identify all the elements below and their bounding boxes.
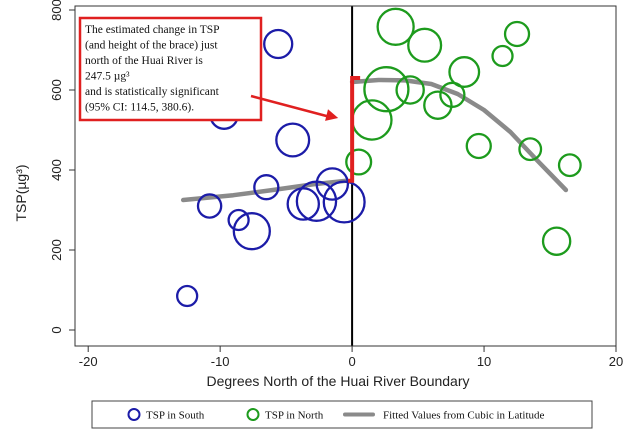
x-tick-label: 10	[477, 354, 491, 369]
y-tick-label: 400	[49, 159, 64, 181]
legend-north-label: TSP in North	[265, 410, 324, 422]
south-point	[322, 180, 366, 224]
annotation-line: (and height of the brace) just	[85, 40, 218, 52]
legend-box	[91, 400, 593, 429]
south-point	[196, 193, 223, 219]
legend-south-marker	[127, 408, 141, 421]
north-point	[407, 27, 443, 63]
annotation-line: (95% CI: 114.5, 380.6).	[85, 102, 194, 114]
annotation-box	[78, 16, 263, 122]
y-tick-label: 600	[49, 79, 64, 101]
south-point	[275, 122, 311, 158]
north-point	[376, 7, 415, 46]
x-tick-label: 20	[609, 354, 623, 369]
annotation-line: The estimated change in TSP	[85, 24, 220, 36]
plot-frame	[74, 5, 617, 347]
y-axis-title: TSP(µg³)	[13, 164, 29, 221]
plot-area	[176, 6, 582, 346]
legend-fitted-label: Fitted Values from Cubic in Latitude	[383, 410, 545, 422]
x-axis-title: Degrees North of the Huai River Boundary	[206, 373, 469, 389]
south-point	[315, 167, 350, 201]
x-tick-label: -20	[79, 354, 98, 369]
north-point	[439, 81, 466, 108]
north-point	[363, 66, 410, 113]
legend-north-marker	[246, 408, 260, 421]
estimate-brace	[348, 76, 361, 183]
annotation-line: and is statistically significant	[85, 86, 220, 98]
north-point	[395, 75, 425, 105]
north-point	[491, 44, 514, 68]
y-tick-label: 200	[49, 239, 64, 261]
north-point	[541, 226, 572, 256]
north-point	[448, 56, 481, 88]
y-tick-label: 0	[49, 326, 64, 333]
north-point	[465, 132, 492, 160]
annotation-line: north of the Huai River is	[85, 55, 203, 67]
legend-south-label: TSP in South	[146, 410, 205, 422]
north-point	[423, 90, 453, 120]
annotation-arrowhead	[325, 109, 339, 121]
annotation-arrow	[250, 94, 331, 119]
x-tick-label: 0	[348, 354, 355, 369]
south-point	[263, 28, 294, 60]
fitted-curve-north	[349, 77, 569, 193]
legend: TSP in South TSP in North Fitted Values …	[91, 400, 593, 429]
north-point	[503, 20, 531, 48]
south-point	[286, 187, 321, 221]
annotation-line: 247.5 µg³	[85, 71, 130, 83]
north-point	[345, 148, 373, 176]
north-point	[557, 153, 582, 178]
south-point	[232, 212, 271, 251]
x-tick-label: -10	[211, 354, 230, 369]
y-tick-label: 800	[49, 0, 64, 21]
south-point	[227, 208, 250, 232]
north-point	[518, 137, 543, 162]
annotation: The estimated change in TSP (and height o…	[78, 16, 339, 122]
south-point	[176, 284, 199, 308]
south-point	[253, 174, 280, 201]
